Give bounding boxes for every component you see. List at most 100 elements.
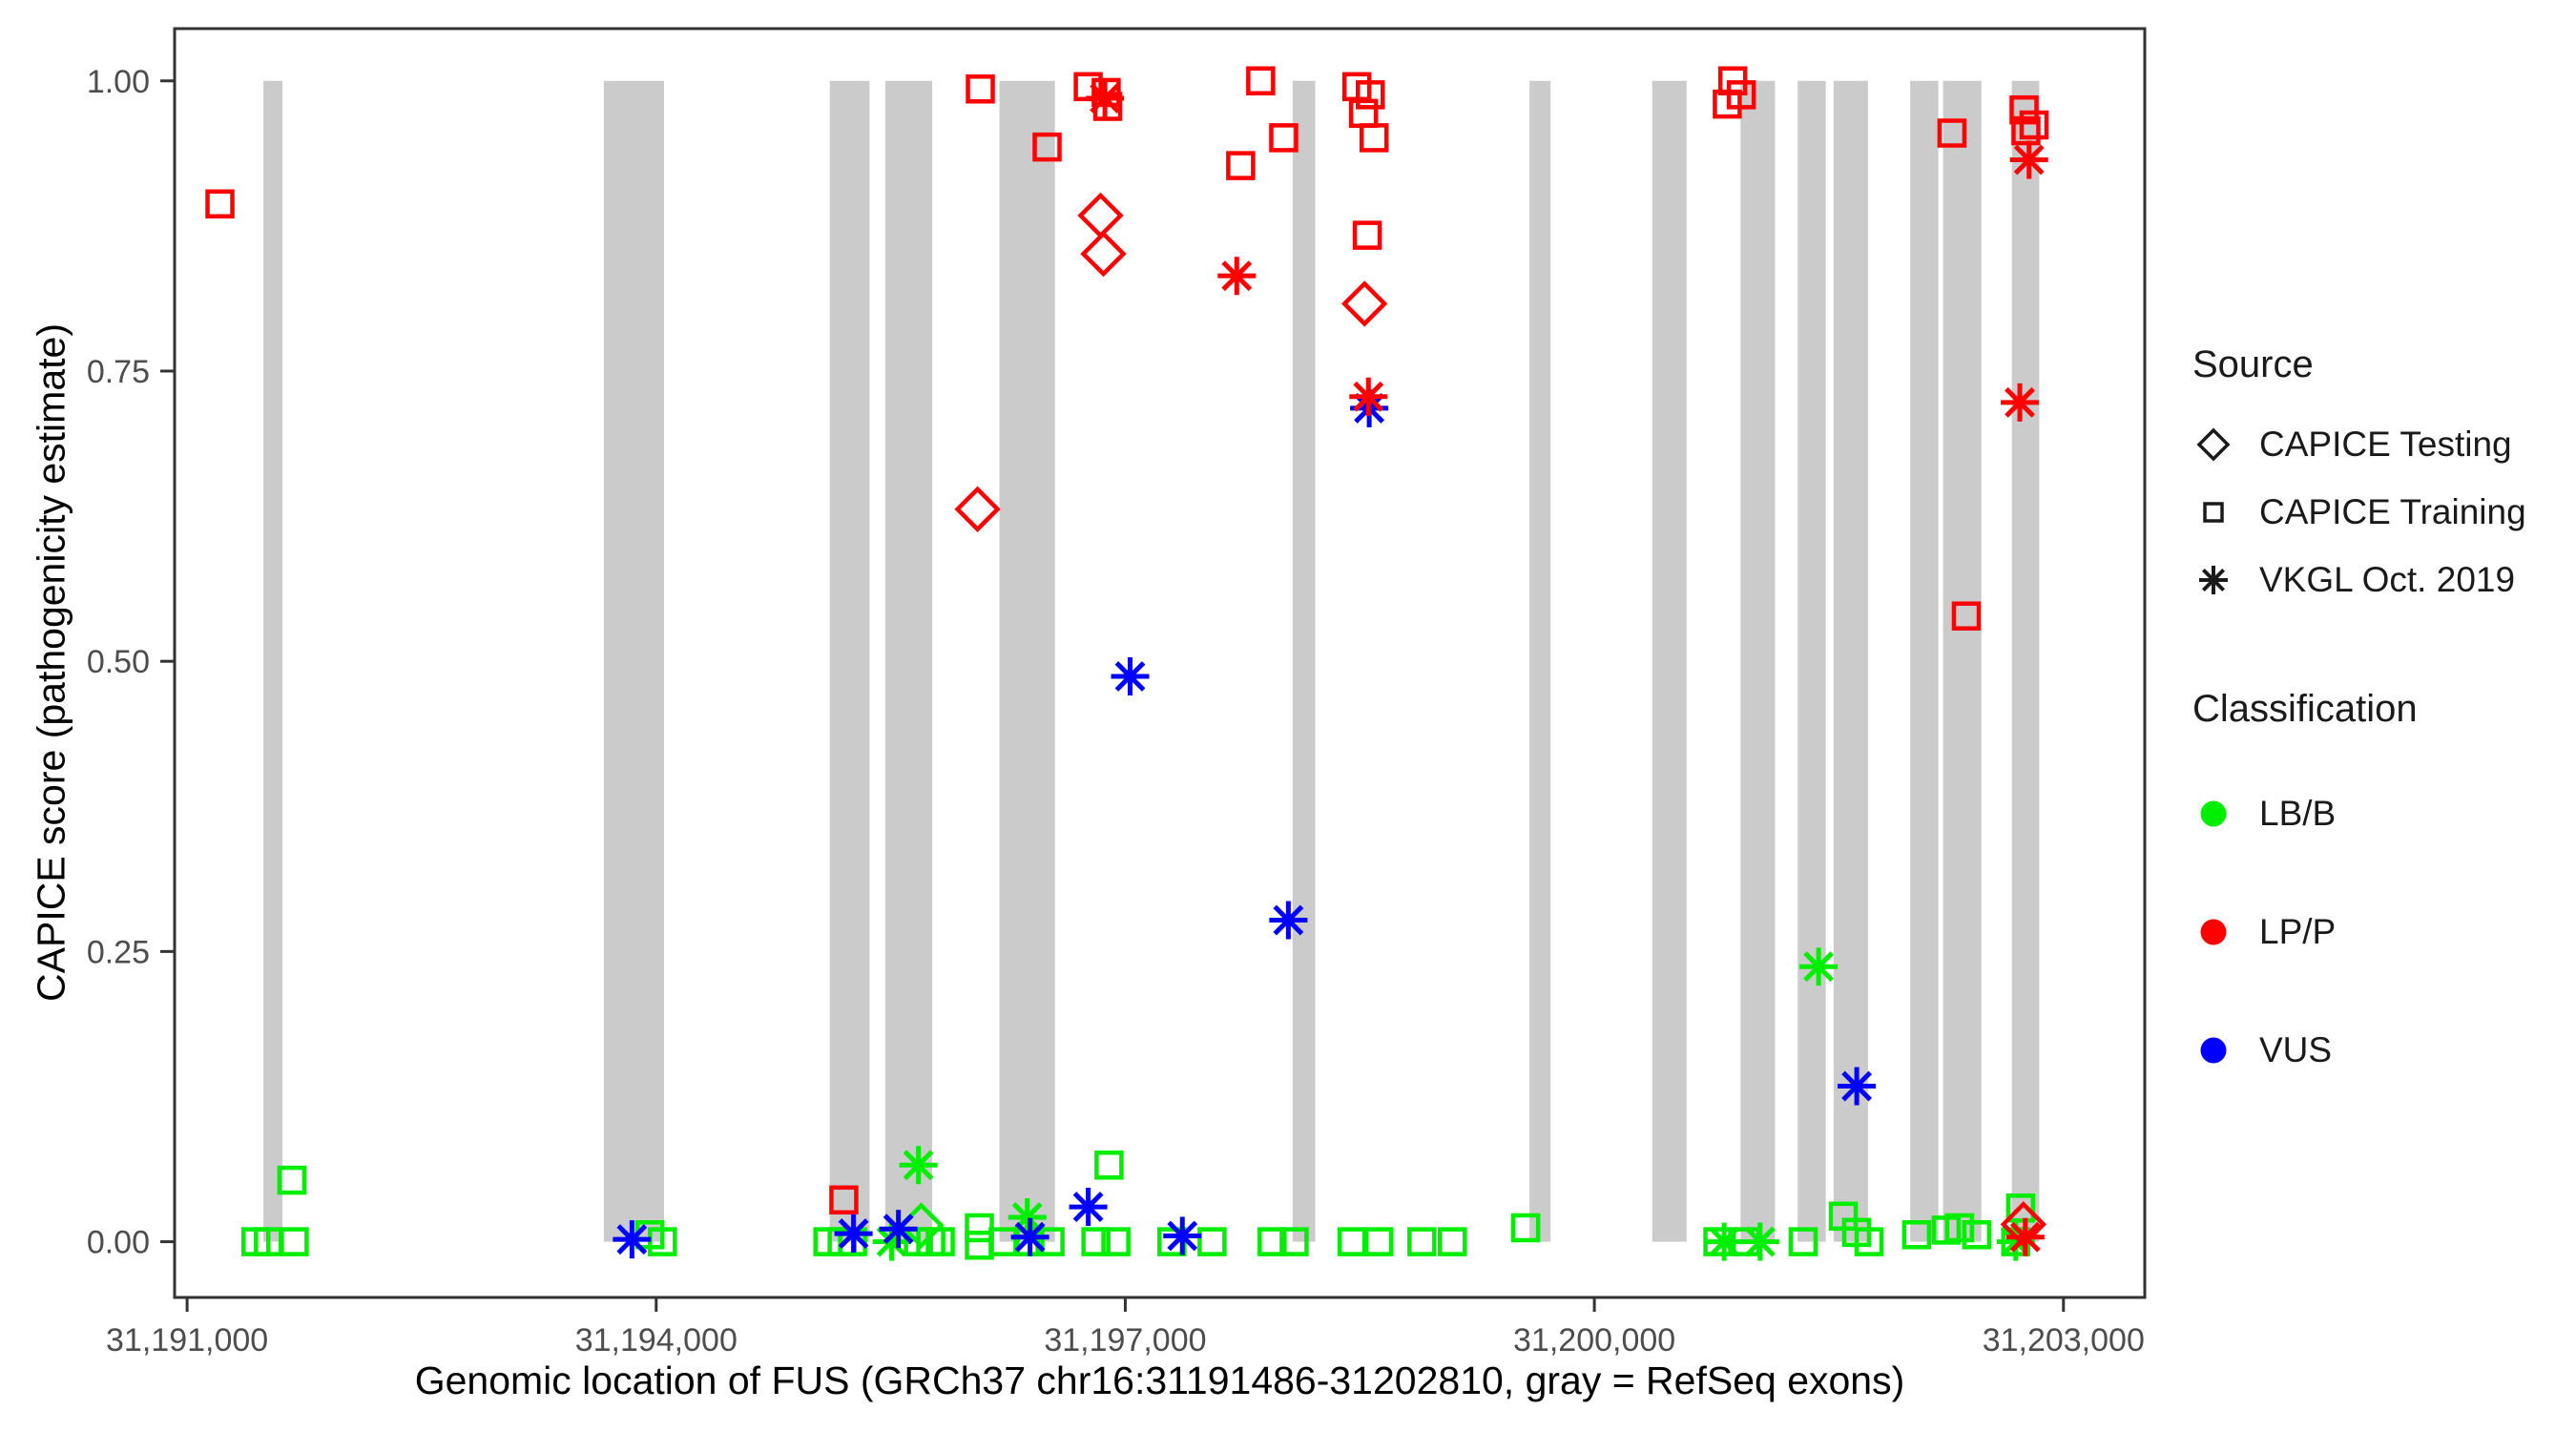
data-point-square xyxy=(1438,1227,1467,1256)
exon-bar xyxy=(1529,80,1551,1242)
data-point-square xyxy=(1269,123,1298,153)
data-point-asterisk xyxy=(834,1214,873,1254)
data-point-square xyxy=(1937,118,1967,148)
data-point-asterisk xyxy=(1269,901,1308,940)
data-point-square xyxy=(2005,1193,2036,1223)
data-point-asterisk xyxy=(1740,1222,1779,1261)
legend-item-lp-p: LP/P xyxy=(2192,873,2574,991)
data-point-asterisk xyxy=(1069,1188,1108,1227)
data-point-square xyxy=(1032,132,1062,162)
legend-classification-group: Classification LB/B LP/P VUS xyxy=(2192,688,2574,1110)
data-point-square xyxy=(2009,94,2039,125)
data-point-asterisk xyxy=(899,1146,938,1185)
legend-classification-title: Classification xyxy=(2192,688,2418,730)
legend-item-label: LP/P xyxy=(2259,912,2337,951)
data-point-diamond xyxy=(1080,230,1127,278)
data-point-square xyxy=(1337,1227,1367,1256)
data-point-square xyxy=(280,1227,309,1256)
exon-bar xyxy=(263,80,283,1242)
data-point-square xyxy=(1951,601,1982,631)
data-point-asterisk xyxy=(1163,1216,1202,1255)
data-point-square xyxy=(1510,1213,1541,1243)
x-tick-label: 31,200,000 xyxy=(1513,1322,1675,1358)
legend-item-label: LB/B xyxy=(2259,794,2337,833)
legend: Source CAPICE Testing CAPICE Training VKGL… xyxy=(2192,343,2574,1110)
data-point-square xyxy=(1081,1227,1111,1256)
data-point-square xyxy=(1901,1220,1932,1250)
legend-item-label: CAPICE Testing xyxy=(2259,424,2512,464)
dot-icon xyxy=(2200,1037,2227,1064)
data-point-square xyxy=(1788,1227,1818,1256)
exon-bar xyxy=(1740,80,1776,1242)
data-point-asterisk xyxy=(879,1210,918,1249)
legend-source-items: CAPICE Testing CAPICE Training VKGL Oct. 2… xyxy=(2192,410,2574,613)
data-point-diamond xyxy=(1077,192,1124,239)
y-tick-label: 0.00 xyxy=(87,1225,150,1261)
x-axis-title: Genomic location of FUS (GRCh37 chr16:31… xyxy=(414,1358,1905,1402)
data-point-square xyxy=(1854,1227,1884,1256)
data-point-diamond xyxy=(954,486,1001,532)
data-point-square xyxy=(1364,1227,1394,1256)
data-point-asterisk xyxy=(1705,1222,1744,1261)
data-point-asterisk xyxy=(1086,79,1125,118)
legend-item-lb-b: LB/B xyxy=(2192,755,2574,873)
dot-icon xyxy=(2200,919,2227,945)
data-point-square xyxy=(965,1213,994,1243)
data-point-square xyxy=(1407,1227,1437,1256)
data-point-asterisk xyxy=(2005,1217,2045,1256)
data-point-square xyxy=(1246,66,1276,96)
asterisk-icon xyxy=(2199,565,2228,594)
legend-item-vkgl-oct-2019: VKGL Oct. 2019 xyxy=(2192,546,2574,613)
data-point-asterisk xyxy=(613,1220,652,1259)
data-point-square xyxy=(1962,1220,1992,1250)
legend-item-capice-testing: CAPICE Testing xyxy=(2192,410,2574,478)
data-point-square xyxy=(1226,151,1256,180)
x-tick-label: 31,197,000 xyxy=(1044,1322,1206,1358)
data-point-square xyxy=(1944,1213,1975,1243)
data-point-square xyxy=(966,74,995,104)
data-point-square xyxy=(829,1185,859,1215)
square-icon xyxy=(2203,501,2224,523)
data-point-asterisk xyxy=(1111,656,1150,695)
data-point-square xyxy=(1279,1227,1309,1256)
x-tick-label: 31,203,000 xyxy=(1983,1322,2145,1358)
legend-item-label: VKGL Oct. 2019 xyxy=(2259,559,2516,599)
y-tick-label: 0.50 xyxy=(87,644,150,680)
data-point-square xyxy=(1257,1227,1287,1256)
data-point-asterisk xyxy=(1010,1217,1049,1256)
legend-classification-items: LB/B LP/P VUS xyxy=(2192,755,2574,1110)
y-tick-label: 0.25 xyxy=(87,934,150,970)
exon-bar xyxy=(1833,80,1868,1242)
data-point-square xyxy=(1726,80,1756,110)
data-point-square xyxy=(1359,123,1389,153)
exon-bar xyxy=(2011,80,2040,1242)
y-axis-title: CAPICE score (pathogenicity estimate) xyxy=(29,323,73,1002)
data-point-square xyxy=(1094,1151,1124,1180)
legend-source-group: Source CAPICE Testing CAPICE Training VKGL… xyxy=(2192,343,2574,613)
exon-bar xyxy=(884,80,933,1242)
legend-source-title: Source xyxy=(2192,343,2314,385)
exon-bar xyxy=(1652,80,1687,1242)
legend-item-label: CAPICE Training xyxy=(2259,491,2526,531)
data-point-square xyxy=(1356,80,1385,110)
data-point-square xyxy=(205,189,235,218)
exon-bar xyxy=(1910,80,1939,1242)
exon-bar xyxy=(1797,80,1826,1242)
x-tick-label: 31,194,000 xyxy=(575,1322,737,1358)
data-point-diamond xyxy=(1341,280,1388,327)
data-point-square xyxy=(965,1230,994,1260)
data-point-square xyxy=(2011,115,2041,146)
y-tick-label: 1.00 xyxy=(87,64,150,100)
data-point-square xyxy=(1352,220,1382,250)
data-point-square xyxy=(1348,98,1379,129)
legend-item-label: VUS xyxy=(2259,1030,2333,1069)
data-point-asterisk xyxy=(1008,1198,1047,1237)
data-point-asterisk xyxy=(2009,140,2048,179)
data-point-asterisk xyxy=(1217,257,1257,296)
dot-icon xyxy=(2200,800,2227,827)
legend-item-vus: VUS xyxy=(2192,991,2574,1110)
exon-bar xyxy=(1292,80,1316,1242)
legend-item-capice-training: CAPICE Training xyxy=(2192,478,2574,546)
